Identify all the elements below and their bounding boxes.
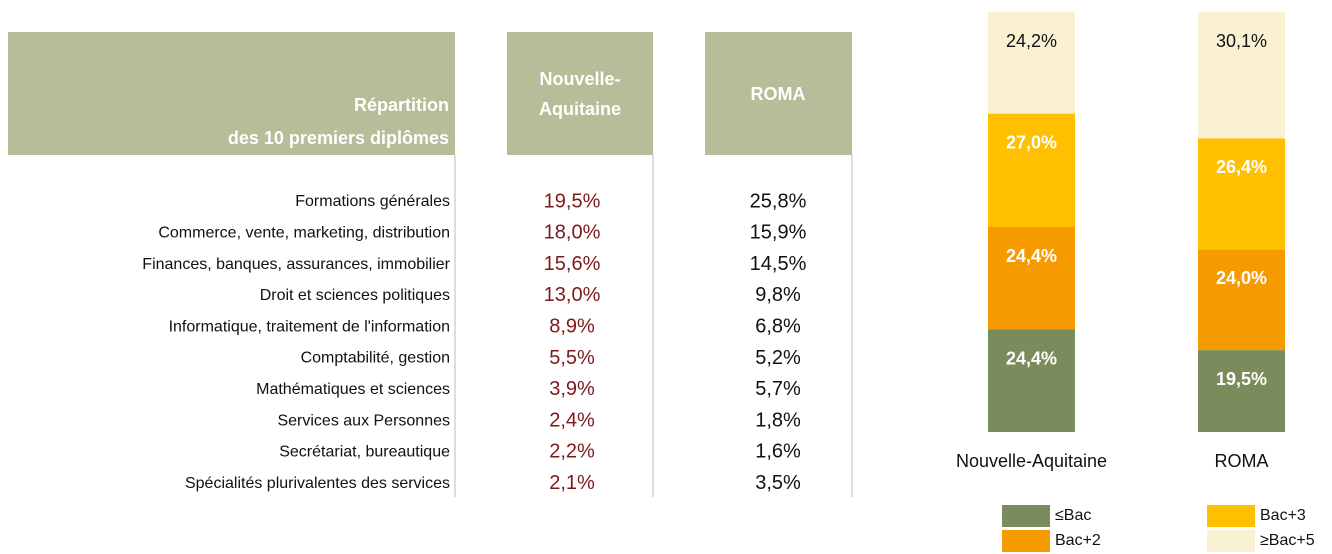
data-label: 26,4% — [1216, 157, 1267, 177]
cell-value: 2,2% — [549, 441, 595, 463]
data-label: 24,4% — [1006, 348, 1057, 368]
column-header: Aquitaine — [539, 99, 621, 119]
row-label: Services aux Personnes — [277, 412, 450, 429]
bar-segment — [1198, 249, 1285, 351]
bar-segment — [988, 12, 1075, 114]
row-label: Secrétariat, bureautique — [279, 444, 450, 461]
cell-value: 3,9% — [549, 378, 595, 400]
legend-swatch — [1002, 505, 1050, 527]
column-header: ROMA — [751, 84, 806, 104]
cell-value: 6,8% — [755, 315, 801, 337]
cell-value: 19,5% — [544, 190, 601, 212]
cell-value: 1,8% — [755, 409, 801, 431]
header-title: des 10 premiers diplômes — [228, 128, 449, 148]
cell-value: 8,9% — [549, 315, 595, 337]
header-title: Répartition — [354, 95, 449, 115]
bar-segment — [988, 113, 1075, 228]
data-label: 19,5% — [1216, 369, 1267, 389]
data-label: 24,2% — [1006, 31, 1057, 51]
cell-value: 14,5% — [750, 253, 807, 275]
legend-swatch — [1207, 505, 1255, 527]
legend-label: ≤Bac — [1055, 507, 1091, 524]
cell-value: 1,6% — [755, 441, 801, 463]
legend-label: Bac+2 — [1055, 532, 1101, 549]
cell-value: 3,5% — [755, 472, 801, 494]
cell-value: 15,9% — [750, 222, 807, 244]
cell-value: 25,8% — [750, 190, 807, 212]
header-cell — [507, 32, 653, 155]
cell-value: 2,1% — [549, 472, 595, 494]
row-label: Mathématiques et sciences — [256, 381, 450, 398]
header-cell — [8, 32, 455, 155]
data-label: 30,1% — [1216, 31, 1267, 51]
header-cell — [705, 32, 852, 155]
row-label: Formations générales — [295, 193, 450, 210]
legend-label: ≥Bac+5 — [1260, 532, 1315, 549]
legend-swatch — [1207, 530, 1255, 552]
cell-value: 2,4% — [549, 409, 595, 431]
data-label: 27,0% — [1006, 132, 1057, 152]
category-label: ROMA — [1215, 451, 1269, 471]
bar-segment — [1198, 12, 1285, 139]
cell-value: 9,8% — [755, 284, 801, 306]
bar-segment — [1198, 350, 1285, 432]
column-header: Nouvelle- — [539, 69, 620, 89]
cell-value: 5,5% — [549, 347, 595, 369]
legend-label: Bac+3 — [1260, 507, 1306, 524]
bar-segment — [988, 329, 1075, 432]
legend-swatch — [1002, 530, 1050, 552]
row-label: Spécialités plurivalentes des services — [185, 475, 450, 492]
data-label: 24,0% — [1216, 268, 1267, 288]
category-label: Nouvelle-Aquitaine — [956, 451, 1107, 471]
cell-value: 5,2% — [755, 347, 801, 369]
cell-value: 18,0% — [544, 222, 601, 244]
data-label: 24,4% — [1006, 246, 1057, 266]
cell-value: 5,7% — [755, 378, 801, 400]
cell-value: 15,6% — [544, 253, 601, 275]
row-label: Comptabilité, gestion — [301, 350, 450, 367]
cell-value: 13,0% — [544, 284, 601, 306]
bar-segment — [988, 227, 1075, 330]
row-label: Informatique, traitement de l'informatio… — [169, 318, 450, 335]
bar-segment — [1198, 138, 1285, 250]
row-label: Droit et sciences politiques — [260, 287, 450, 304]
row-label: Commerce, vente, marketing, distribution — [158, 225, 450, 242]
row-label: Finances, banques, assurances, immobilie… — [142, 256, 450, 273]
